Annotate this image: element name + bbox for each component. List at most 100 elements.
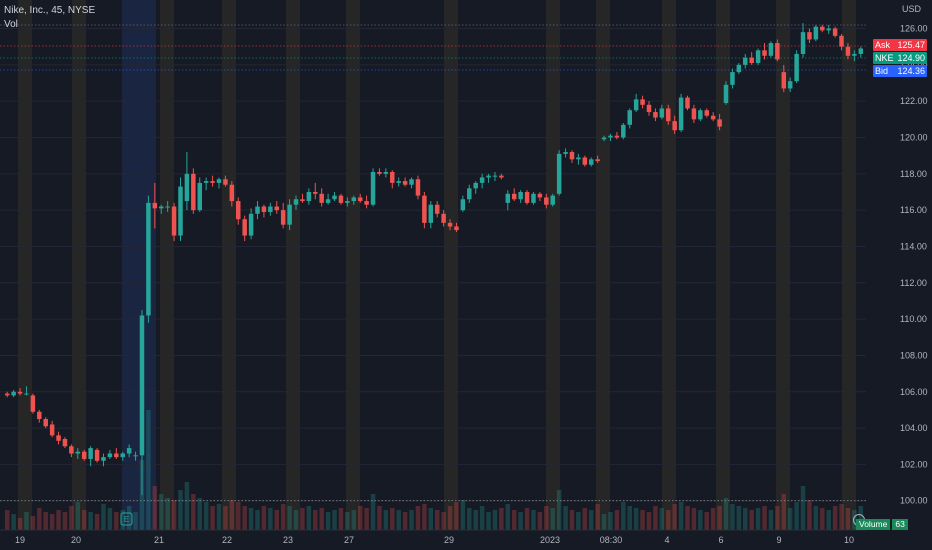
volume-bar: [43, 512, 48, 530]
volume-bar: [537, 512, 543, 530]
volume-bar: [146, 410, 151, 530]
candle-body: [659, 108, 665, 118]
candles: [4, 23, 864, 496]
price-tick-label: 118.00: [900, 169, 927, 179]
candle-body: [807, 32, 812, 40]
session-band: [842, 0, 856, 530]
candle-body: [550, 195, 555, 205]
session-band: [222, 0, 236, 530]
candle-body: [698, 110, 703, 120]
candle-body: [11, 391, 16, 396]
volume-bar: [698, 510, 703, 530]
volume-bar: [248, 508, 254, 530]
volume-bar: [787, 508, 793, 530]
dividend-marker-icon[interactable]: E: [120, 512, 133, 526]
candle-body: [4, 393, 10, 396]
volume-bar: [325, 512, 331, 530]
session-band: [18, 0, 32, 530]
volume-bar: [800, 486, 806, 530]
volume-bar: [56, 510, 61, 530]
volume-bar: [710, 508, 716, 530]
candle-body: [749, 57, 754, 64]
volume-bar: [454, 502, 459, 530]
candle-body: [762, 50, 767, 56]
session-band: [72, 0, 86, 530]
volume-bar: [588, 510, 594, 530]
candle-body: [608, 135, 613, 138]
candle-body: [832, 28, 838, 36]
candle-body: [595, 159, 600, 162]
candle-body: [313, 191, 318, 194]
candle-body: [287, 204, 292, 225]
volume-bar: [704, 512, 710, 530]
volume-bar: [755, 508, 761, 530]
candle-body: [255, 206, 260, 214]
volume-bar: [486, 512, 491, 530]
candle-body: [229, 184, 235, 202]
time-tick-label: 23: [283, 535, 293, 545]
candle-body: [678, 97, 684, 131]
volume-bar: [749, 510, 754, 530]
volume-bar: [357, 506, 363, 530]
price-tick-label: 120.00: [900, 133, 928, 143]
volume-bar: [595, 504, 600, 530]
candle-body: [94, 449, 100, 461]
volume-bar: [518, 512, 523, 530]
ask-value: 125.47: [897, 40, 925, 50]
candle-body: [666, 108, 671, 122]
candle-body: [858, 48, 864, 54]
candle-body: [114, 453, 119, 458]
volume-bar: [377, 506, 382, 530]
volume-bar: [293, 510, 299, 530]
volume-bar: [280, 504, 286, 530]
volume-legend-label[interactable]: Vol: [4, 19, 18, 30]
volume-bar: [781, 494, 787, 530]
volume-bar: [422, 504, 427, 530]
candle-body: [370, 172, 376, 205]
volume-bar: [447, 506, 453, 530]
candle-body: [621, 124, 626, 138]
volume-bar: [107, 508, 113, 530]
volume-bar: [723, 498, 729, 530]
candle-body: [601, 137, 607, 140]
volume-bar: [242, 506, 247, 530]
volume-bar: [640, 510, 645, 530]
volume-bar: [524, 508, 530, 530]
candle-body: [441, 213, 446, 223]
candle-body: [17, 391, 23, 394]
candle-body: [537, 193, 543, 198]
volume-bar: [152, 486, 158, 530]
candle-body: [43, 419, 48, 427]
volume-bar: [550, 508, 555, 530]
candle-body: [332, 195, 337, 200]
symbol-title[interactable]: Nike, Inc., 45, NYSE: [4, 5, 96, 16]
candle-body: [165, 206, 170, 208]
time-tick-label: 9: [776, 535, 781, 545]
price-axis[interactable]: USD 126.00 124.00 122.00 120.00 118.00 116.00 1…: [866, 0, 932, 550]
candle-body: [447, 222, 453, 227]
volume-bar: [646, 512, 652, 530]
candle-body: [588, 159, 594, 165]
time-tick-label: 20: [71, 535, 81, 545]
volume-bar: [24, 512, 29, 530]
candle-body: [88, 448, 93, 459]
volume-bar: [511, 510, 517, 530]
volume-bar: [775, 506, 780, 530]
volume-bar: [338, 508, 344, 530]
volume-bar: [428, 508, 434, 530]
time-axis[interactable]: 19 20 21 22 23 27 29 2023 08:30 4 6 9 10: [0, 529, 866, 545]
candle-body: [852, 53, 857, 56]
volume-bar: [678, 502, 684, 530]
volume-bar: [390, 508, 395, 530]
volume-bar: [287, 506, 292, 530]
volume-bar: [633, 508, 639, 530]
volume-bar: [736, 506, 742, 530]
candle-body: [62, 438, 68, 447]
price-tick-label: 104.00: [900, 423, 928, 433]
candle-body: [107, 453, 113, 458]
candle-body: [56, 435, 61, 441]
volume-bar: [383, 510, 389, 530]
candle-body: [300, 199, 305, 202]
candle-body: [499, 175, 504, 178]
